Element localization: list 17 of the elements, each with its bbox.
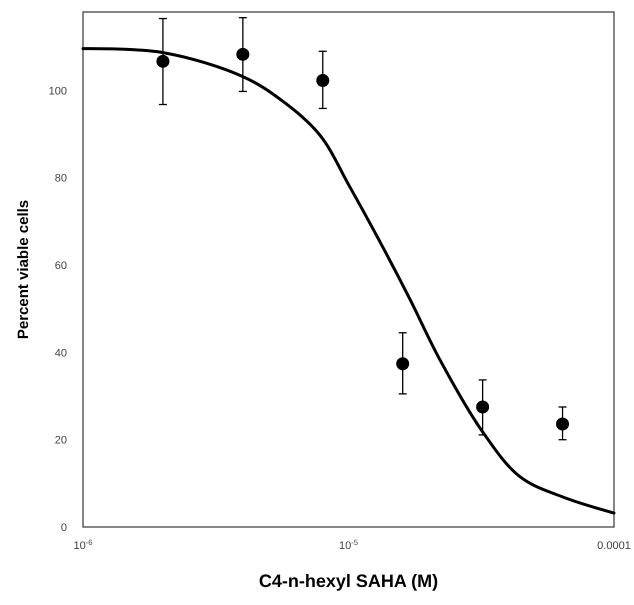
point (236, 48, 250, 61)
y-tick-label: 0 (60, 522, 67, 534)
y-tick-label: 20 (54, 434, 67, 447)
point (316, 74, 330, 88)
y-axis-title: Percent viable cells (15, 200, 32, 340)
x-axis-title: C4-n-hexyl SAHA (M) (258, 571, 438, 591)
point (476, 400, 490, 414)
x-tick-label: 10$^{-6}$ (73, 538, 93, 552)
point (556, 418, 570, 430)
x-tick-label: 10$^{-5}$ (338, 538, 358, 552)
x-tick-label: 0.0001 (597, 540, 631, 552)
y-tick-label: 80 (54, 172, 67, 185)
y-tick-label: 100 (48, 85, 67, 98)
y-tick-label: 60 (54, 260, 67, 272)
point (156, 54, 170, 68)
point (396, 357, 410, 370)
y-tick-label: 40 (54, 347, 67, 360)
